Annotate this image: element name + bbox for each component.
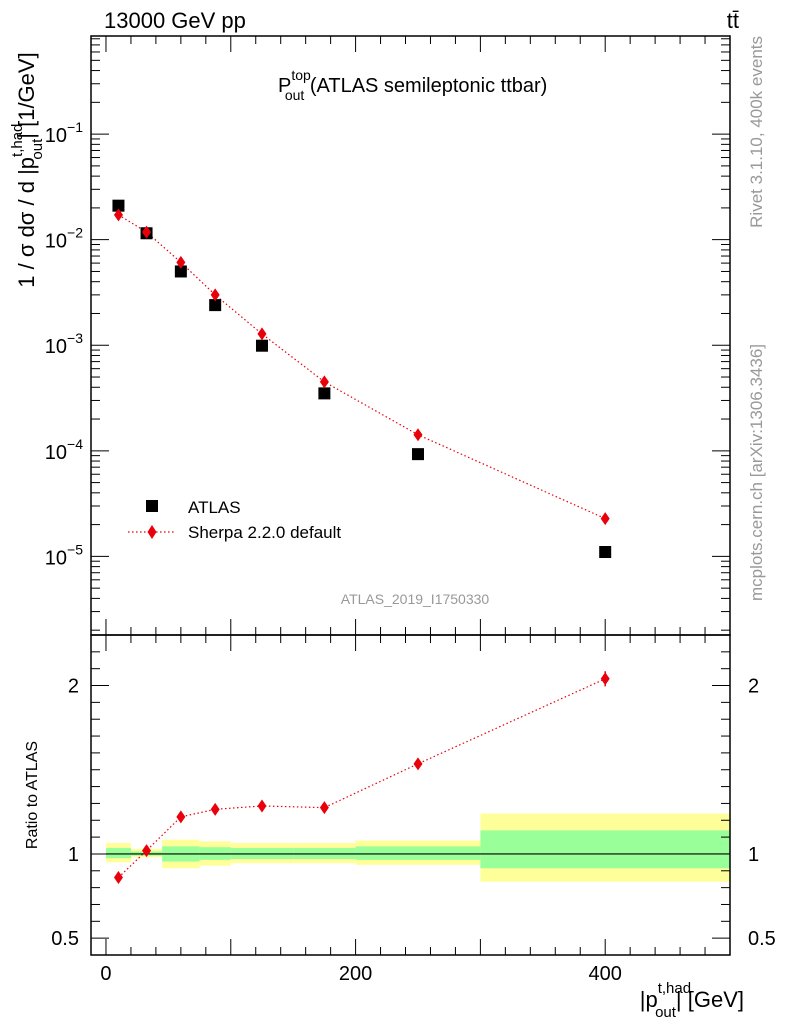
x-label-suffix: | [GeV]	[676, 987, 744, 1012]
main-y-label-suffix: | [1/GeV]	[14, 52, 39, 138]
rivet-note: Rivet 3.1.10, 400k events	[747, 36, 766, 228]
main-y-tick-exponent: −3	[67, 330, 83, 346]
main-y-tick-label: 10−2	[45, 225, 83, 253]
ratio-y-tick-label-right: 1	[748, 844, 759, 866]
ratio-sherpa-point	[257, 799, 267, 813]
ratio-y-tick-label-left: 0.5	[51, 928, 79, 950]
ratio-sherpa-point	[319, 801, 329, 815]
main-y-label-sup: t,had	[9, 124, 26, 157]
main-panel: 10−110−210−310−410−5	[45, 35, 731, 636]
ratio-y-label: Ratio to ATLAS	[24, 741, 41, 849]
atlas-point	[112, 199, 125, 212]
main-y-tick-mantissa: 10	[45, 547, 67, 569]
main-y-tick-exponent: −4	[67, 436, 83, 452]
main-y-tick-mantissa: 10	[45, 336, 67, 358]
main-y-tick-mantissa: 10	[45, 231, 67, 253]
sherpa-line	[118, 214, 606, 520]
sherpa-point	[210, 288, 220, 302]
main-y-tick-exponent: −5	[67, 541, 83, 557]
main-y-tick-label: 10−5	[45, 541, 83, 569]
x-label-prefix: |p	[640, 987, 658, 1012]
main-y-label-sub: out	[29, 138, 46, 160]
x-axis-label: |pt,had out| [GeV]	[640, 980, 744, 1021]
main-y-label: 1 / σ dσ / d |pt,had out| [1/GeV]	[9, 52, 46, 287]
x-label-sub: out	[655, 1004, 677, 1021]
header-right: tt̄	[727, 8, 739, 33]
ratio-y-tick-label-right: 2	[748, 676, 759, 698]
ratio-ticks: 0.5 0.5 1 1 2 2 0 200 400	[51, 634, 776, 985]
mcplots-note: mcplots.cern.ch [arXiv:1306.3436]	[747, 344, 766, 601]
main-y-tick-exponent: −1	[67, 119, 83, 135]
main-data	[112, 199, 612, 559]
ratio-frame	[90, 634, 731, 956]
sherpa-point	[319, 375, 329, 389]
x-tick-label: 0	[100, 963, 111, 985]
main-y-label-prefix: 1 / σ dσ / d |p	[14, 157, 39, 288]
ratio-data	[113, 671, 610, 885]
atlas-point	[174, 265, 187, 278]
atlas-point	[318, 387, 331, 400]
ratio-sherpa-point	[600, 672, 610, 686]
main-y-tick-mantissa: 10	[45, 442, 67, 464]
ratio-sherpa-point	[113, 871, 123, 885]
legend: ATLAS Sherpa 2.2.0 default	[128, 498, 341, 542]
main-y-tick-exponent: −2	[67, 225, 83, 241]
atlas-point	[209, 299, 222, 312]
ratio-y-tick-label-right: 0.5	[748, 928, 776, 950]
atlas-point	[599, 546, 612, 559]
legend-sherpa-marker	[147, 525, 157, 539]
ratio-sherpa-point	[210, 802, 220, 816]
main-y-tick-label: 10−4	[45, 436, 83, 464]
x-tick-label: 400	[589, 963, 622, 985]
main-title-sub: out	[285, 87, 305, 103]
x-label-sup: t,had	[658, 980, 691, 997]
ratio-y-tick-label-left: 2	[68, 676, 79, 698]
ratio-sherpa-point	[142, 844, 152, 858]
ratio-panel: 0.5 0.5 1 1 2 2 0 200 400	[51, 634, 776, 985]
sherpa-point	[600, 512, 610, 526]
sherpa-point	[113, 208, 123, 222]
sherpa-point	[142, 225, 152, 239]
sherpa-point	[176, 255, 186, 269]
main-ticks: 10−110−210−310−410−5	[45, 36, 731, 635]
main-title-sup: top	[291, 67, 311, 83]
legend-atlas-marker	[146, 500, 158, 512]
header-left: 13000 GeV pp	[104, 8, 246, 33]
x-tick-label: 200	[339, 963, 372, 985]
legend-atlas-label: ATLAS	[188, 498, 241, 517]
main-frame	[90, 35, 731, 636]
analysis-id: ATLAS_2019_I1750330	[341, 591, 490, 607]
atlas-point	[411, 448, 424, 461]
ratio-y-tick-label-left: 1	[68, 844, 79, 866]
sherpa-point	[257, 327, 267, 341]
main-y-tick-mantissa: 10	[45, 125, 67, 147]
legend-sherpa-label: Sherpa 2.2.0 default	[188, 523, 341, 542]
green-band	[105, 848, 131, 859]
green-band	[355, 846, 481, 860]
ratio-sherpa-point	[176, 810, 186, 824]
main-title: Ptop out (ATLAS semileptonic ttbar)	[278, 67, 547, 103]
main-title-rest: (ATLAS semileptonic ttbar)	[304, 75, 547, 97]
atlas-point	[255, 339, 268, 352]
sherpa-point	[413, 428, 423, 442]
ratio-bands	[105, 813, 730, 882]
main-title-base: P	[278, 75, 291, 97]
ratio-sherpa-point	[413, 757, 423, 771]
green-band	[480, 830, 730, 869]
main-y-tick-label: 10−1	[45, 119, 83, 147]
main-y-tick-label: 10−3	[45, 330, 83, 358]
